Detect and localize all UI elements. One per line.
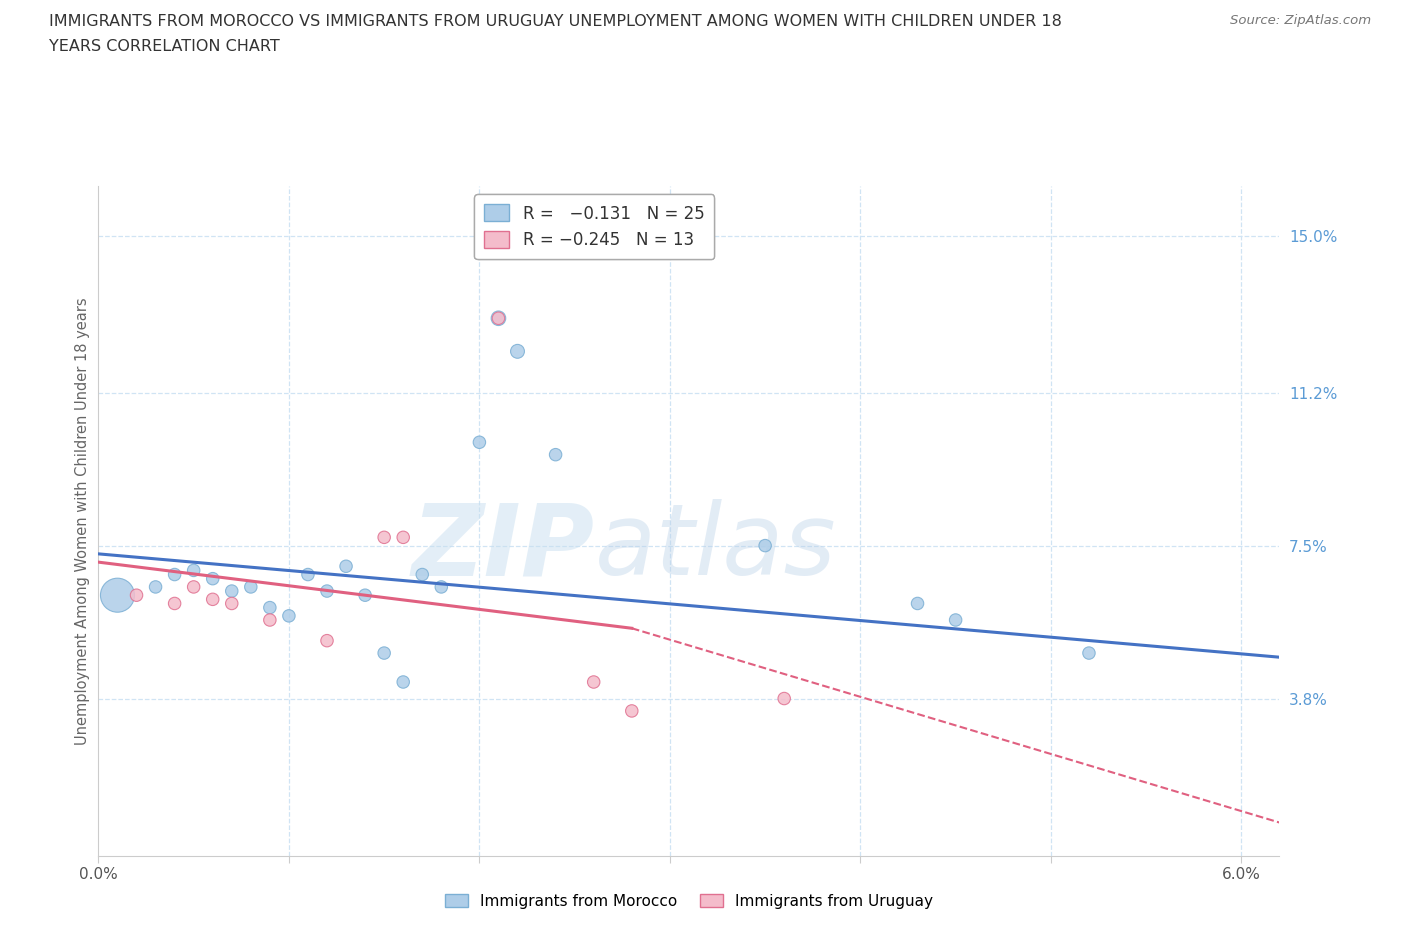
Point [107,588,129,603]
Point [411,567,433,582]
Point [392,674,415,689]
Point [201,571,224,586]
Point [373,645,395,660]
Text: Source: ZipAtlas.com: Source: ZipAtlas.com [1230,14,1371,27]
Point [544,447,567,462]
Point [335,559,357,574]
Text: YEARS CORRELATION CHART: YEARS CORRELATION CHART [49,39,280,54]
Legend: Immigrants from Morocco, Immigrants from Uruguay: Immigrants from Morocco, Immigrants from… [439,887,939,915]
Point [430,579,453,594]
Point [582,674,605,689]
Point [183,563,205,578]
Point [754,538,776,553]
Point [945,613,967,628]
Point [163,567,186,582]
Point [373,530,395,545]
Point [488,311,510,325]
Point [259,613,281,628]
Point [163,596,186,611]
Point [239,579,262,594]
Point [468,435,491,450]
Point [201,591,224,606]
Point [221,584,243,599]
Point [259,600,281,615]
Point [183,579,205,594]
Point [392,530,415,545]
Point [125,588,148,603]
Point [221,596,243,611]
Text: ZIP: ZIP [412,499,595,596]
Point [1078,645,1101,660]
Point [277,608,299,623]
Point [907,596,929,611]
Point [297,567,319,582]
Text: atlas: atlas [595,499,837,596]
Point [773,691,796,706]
Point [620,703,643,718]
Y-axis label: Unemployment Among Women with Children Under 18 years: Unemployment Among Women with Children U… [75,297,90,745]
Point [316,584,339,599]
Text: IMMIGRANTS FROM MOROCCO VS IMMIGRANTS FROM URUGUAY UNEMPLOYMENT AMONG WOMEN WITH: IMMIGRANTS FROM MOROCCO VS IMMIGRANTS FR… [49,14,1062,29]
Point [316,633,339,648]
Point [354,588,377,603]
Point [145,579,167,594]
Point [488,311,510,325]
Point [506,344,529,359]
